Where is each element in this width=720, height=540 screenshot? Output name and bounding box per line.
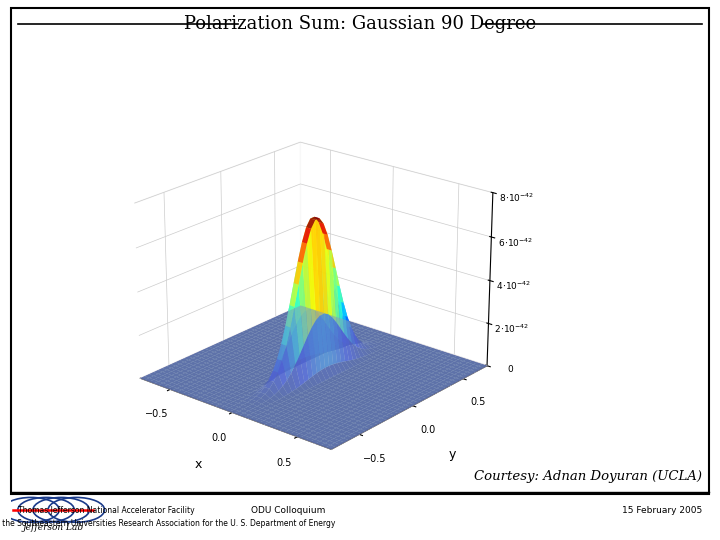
Text: Thomas Jefferson National Accelerator Facility: Thomas Jefferson National Accelerator Fa… [18,506,194,515]
Text: 15 February 2005: 15 February 2005 [622,506,702,515]
Text: Jefferson Lab: Jefferson Lab [22,523,84,532]
Text: Polarization Sum: Gaussian 90 Degree: Polarization Sum: Gaussian 90 Degree [184,15,536,33]
X-axis label: x: x [194,458,202,471]
Text: ODU Colloquium: ODU Colloquium [251,506,325,515]
Text: Courtesy: Adnan Doyuran (UCLA): Courtesy: Adnan Doyuran (UCLA) [474,470,702,483]
Y-axis label: y: y [449,448,456,461]
Text: Operated by the Southeastern Universities Research Association for the U. S. Dep: Operated by the Southeastern Universitie… [0,519,336,528]
